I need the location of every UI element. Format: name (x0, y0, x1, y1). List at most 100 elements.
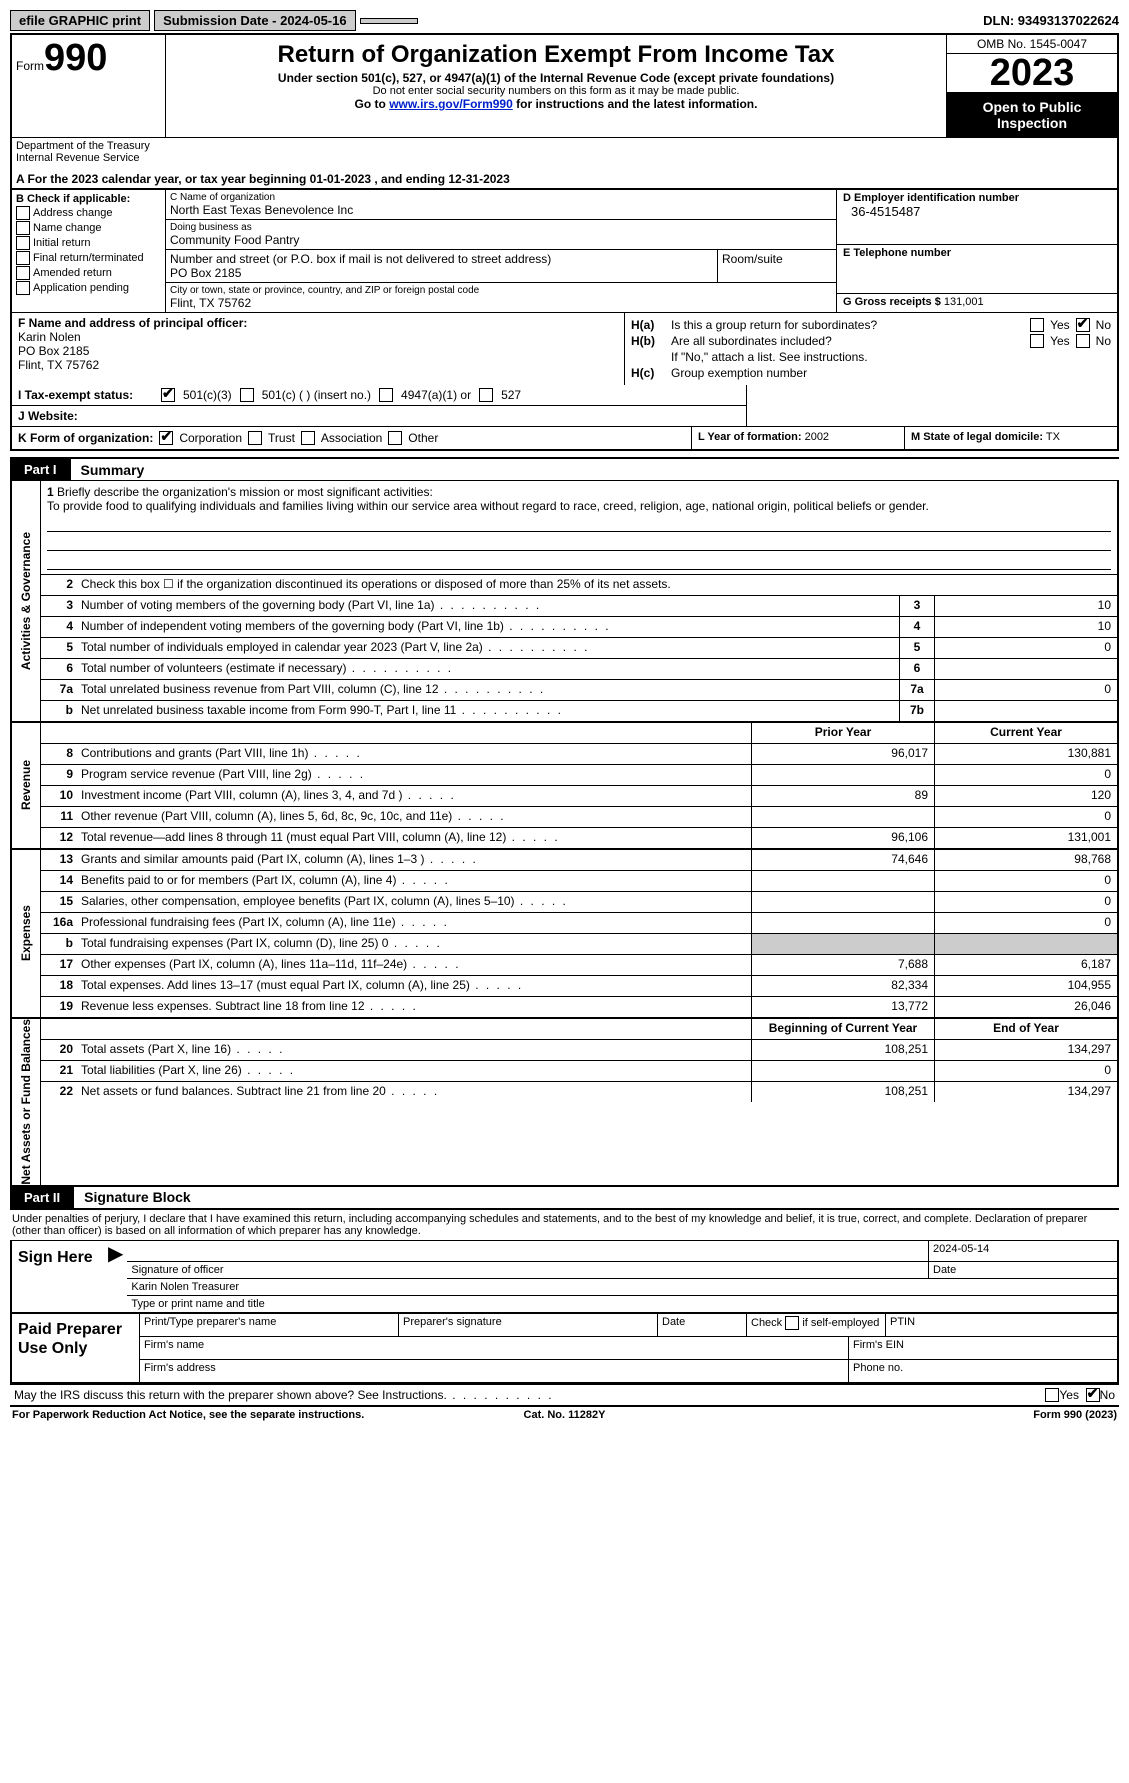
lbl-app-pending: Application pending (33, 282, 129, 294)
summary-row: 2Check this box ☐ if the organization di… (41, 575, 1117, 596)
mission-text: To provide food to qualifying individual… (47, 499, 929, 513)
irs-link[interactable]: www.irs.gov/Form990 (389, 97, 513, 111)
row-value (934, 701, 1117, 721)
ha-no-chk[interactable] (1076, 318, 1090, 332)
current-value: 6,187 (934, 955, 1117, 975)
pp-sig-hdr: Preparer's signature (399, 1314, 658, 1336)
pp-firm-addr: Firm's address (140, 1360, 849, 1382)
form-word: Form (16, 59, 44, 73)
row-desc: Total revenue—add lines 8 through 11 (mu… (77, 828, 751, 848)
tax-year: 2023 (947, 54, 1117, 93)
chk-4947[interactable] (379, 388, 393, 402)
vtab-ag-label: Activities & Governance (19, 532, 33, 670)
discuss-yes-chk[interactable] (1045, 1388, 1059, 1402)
lbl-initial-return: Initial return (33, 237, 90, 249)
city-value: Flint, TX 75762 (170, 296, 832, 310)
chk-address-change[interactable] (16, 206, 30, 220)
row-box-num: 6 (899, 659, 934, 679)
form-subtitle-2: Do not enter social security numbers on … (172, 85, 940, 97)
hb-no-chk[interactable] (1076, 334, 1090, 348)
row-value: 0 (934, 680, 1117, 700)
chk-501c[interactable] (240, 388, 254, 402)
sig-blank (127, 1241, 928, 1261)
org-name-label: C Name of organization (170, 192, 832, 203)
row-num: 13 (41, 850, 77, 870)
pp-phone: Phone no. (849, 1360, 1117, 1382)
prior-value: 108,251 (751, 1082, 934, 1102)
prior-value (751, 1061, 934, 1081)
hb-note: If "No," attach a list. See instructions… (671, 350, 1111, 364)
chk-assoc[interactable] (301, 431, 315, 445)
row-m-label: M State of legal domicile: (911, 431, 1043, 443)
row-num: 8 (41, 744, 77, 764)
lbl-final-return: Final return/terminated (33, 252, 144, 264)
discuss-no-lbl: No (1100, 1388, 1115, 1402)
prior-year-hdr: Prior Year (751, 723, 934, 743)
prior-value: 13,772 (751, 997, 934, 1017)
row-desc: Total unrelated business revenue from Pa… (77, 680, 899, 700)
current-year-hdr: Current Year (934, 723, 1117, 743)
form-number-box: Form990 (12, 35, 166, 137)
lbl-4947: 4947(a)(1) or (401, 388, 471, 402)
street-value: PO Box 2185 (170, 266, 713, 280)
state-domicile: M State of legal domicile: TX (904, 427, 1117, 449)
part-1-tab: Part I (10, 459, 71, 480)
chk-501c3[interactable] (161, 388, 175, 402)
ha-yes-chk[interactable] (1030, 318, 1044, 332)
mission-line (47, 555, 1111, 570)
submission-date-button[interactable]: Submission Date - 2024-05-16 (154, 10, 356, 31)
lbl-501c: 501(c) ( ) (insert no.) (262, 388, 371, 402)
form-title: Return of Organization Exempt From Incom… (172, 41, 940, 69)
prior-value (751, 913, 934, 933)
chk-app-pending[interactable] (16, 281, 30, 295)
row-box-num: 7b (899, 701, 934, 721)
dln-label: DLN: 93493137022624 (983, 13, 1119, 28)
row-desc: Total number of volunteers (estimate if … (77, 659, 899, 679)
efile-button[interactable]: efile GRAPHIC print (10, 10, 150, 31)
chk-final-return[interactable] (16, 251, 30, 265)
row-desc: Total expenses. Add lines 13–17 (must eq… (77, 976, 751, 996)
prior-value: 96,017 (751, 744, 934, 764)
ein-label: D Employer identification number (843, 192, 1111, 204)
chk-trust[interactable] (248, 431, 262, 445)
paid-prep-label: Paid Preparer Use Only (12, 1314, 139, 1382)
summary-row: 8Contributions and grants (Part VIII, li… (41, 744, 1117, 765)
mission-label: Briefly describe the organization's miss… (57, 485, 433, 499)
discuss-no-chk[interactable] (1086, 1388, 1100, 1402)
row-desc: Net unrelated business taxable income fr… (77, 701, 899, 721)
vtab-activities: Activities & Governance (12, 481, 41, 721)
chk-527[interactable] (479, 388, 493, 402)
revenue-table: Revenue Prior Year Current Year 8Contrib… (10, 723, 1119, 850)
row-num: 17 (41, 955, 77, 975)
row-desc: Program service revenue (Part VIII, line… (77, 765, 751, 785)
page-footer: For Paperwork Reduction Act Notice, see … (10, 1407, 1119, 1423)
row-num: 22 (41, 1082, 77, 1102)
hb-yes-chk[interactable] (1030, 334, 1044, 348)
officer-name: Karin Nolen (18, 330, 618, 344)
summary-row: 7aTotal unrelated business revenue from … (41, 680, 1117, 701)
blank-button[interactable] (360, 18, 418, 24)
end-year-hdr: End of Year (934, 1019, 1117, 1039)
hc-text: Group exemption number (671, 366, 1111, 380)
row-box-num: 7a (899, 680, 934, 700)
pp-name-hdr: Print/Type preparer's name (140, 1314, 399, 1336)
chk-self-employed[interactable] (785, 1316, 799, 1330)
row-desc: Total number of individuals employed in … (77, 638, 899, 658)
chk-corp[interactable] (159, 431, 173, 445)
col-b-header: B Check if applicable: (16, 193, 161, 205)
part-2-title: Signature Block (74, 1189, 191, 1205)
summary-row: 19Revenue less expenses. Subtract line 1… (41, 997, 1117, 1017)
type-print-label: Type or print name and title (127, 1296, 1117, 1312)
row-num: 6 (41, 659, 77, 679)
row-num: 20 (41, 1040, 77, 1060)
chk-initial-return[interactable] (16, 236, 30, 250)
column-d-ein: D Employer identification number 36-4515… (836, 190, 1117, 312)
lbl-527: 527 (501, 388, 521, 402)
chk-amended[interactable] (16, 266, 30, 280)
chk-other[interactable] (388, 431, 402, 445)
row-box-num: 4 (899, 617, 934, 637)
chk-name-change[interactable] (16, 221, 30, 235)
summary-row: 12Total revenue—add lines 8 through 11 (… (41, 828, 1117, 848)
row-desc: Total fundraising expenses (Part IX, col… (77, 934, 751, 954)
form-subtitle-3: Go to www.irs.gov/Form990 for instructio… (172, 97, 940, 111)
